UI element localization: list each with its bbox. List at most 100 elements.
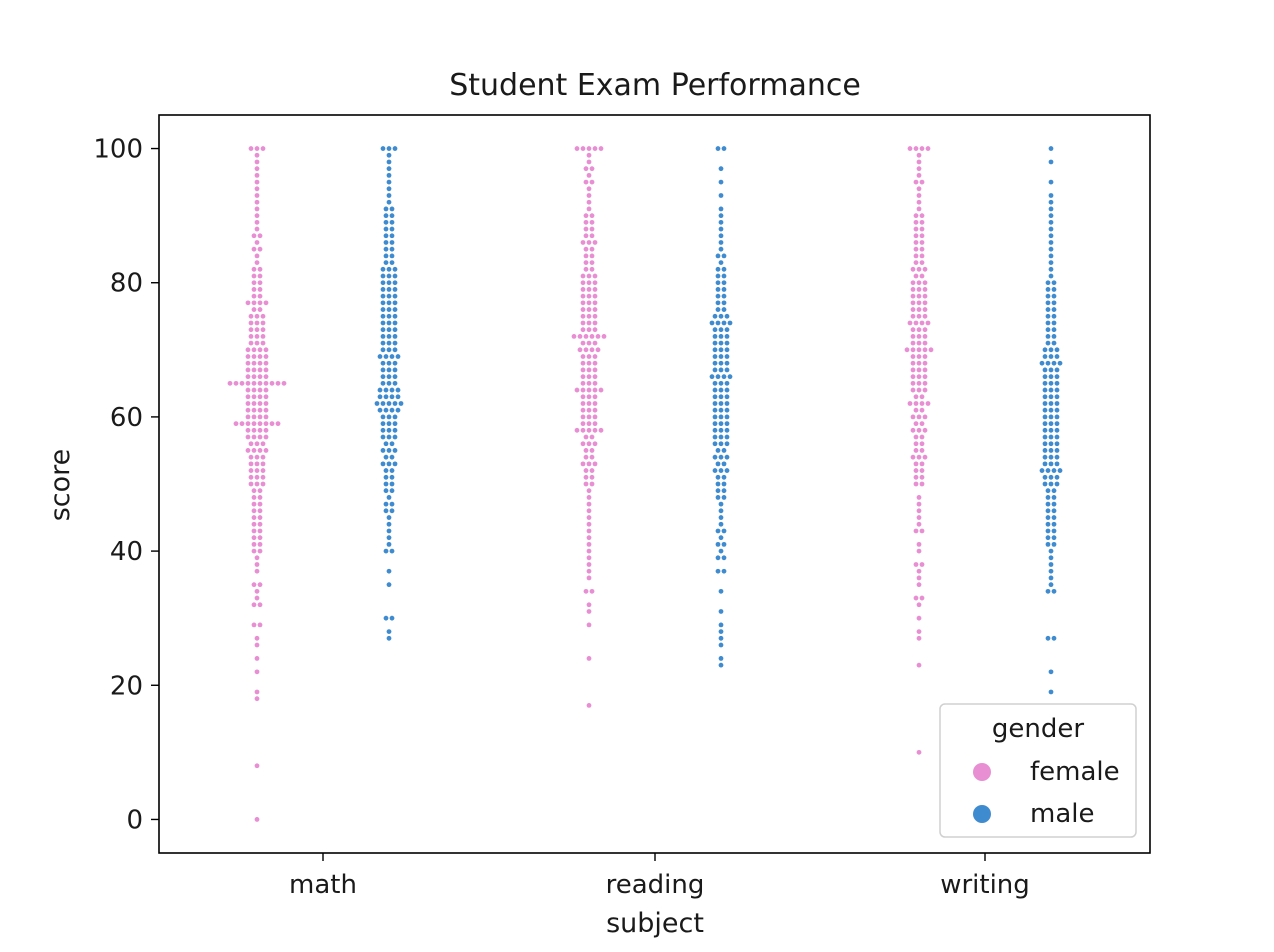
- data-point-male: [724, 387, 730, 393]
- data-point-male: [392, 293, 398, 299]
- data-point-male: [1045, 307, 1051, 312]
- data-point-female: [257, 541, 263, 547]
- data-point-female: [919, 461, 925, 467]
- data-point-male: [389, 260, 395, 265]
- data-point-female: [254, 186, 260, 192]
- data-point-male: [715, 287, 721, 292]
- data-point-male: [1057, 468, 1063, 473]
- data-point-male: [1042, 387, 1048, 393]
- data-point-male: [721, 287, 727, 292]
- data-point-female: [251, 602, 257, 608]
- data-point-female: [254, 199, 260, 205]
- data-point-male: [1054, 347, 1060, 353]
- data-point-female: [910, 347, 916, 353]
- data-point-male: [1048, 246, 1054, 252]
- data-point-female: [916, 367, 922, 373]
- data-point-female: [586, 240, 592, 245]
- data-point-female: [254, 240, 260, 245]
- data-point-female: [257, 280, 263, 286]
- data-point-male: [1048, 253, 1054, 259]
- data-point-female: [257, 414, 263, 420]
- data-point-female: [919, 481, 925, 487]
- data-point-female: [916, 629, 922, 634]
- data-point-male: [712, 394, 718, 400]
- data-point-female: [592, 146, 598, 151]
- data-point-male: [718, 468, 724, 473]
- data-point-female: [580, 293, 586, 299]
- data-point-male: [721, 280, 727, 286]
- data-point-female: [245, 380, 251, 386]
- data-point-female: [254, 595, 260, 601]
- data-point-male: [1048, 669, 1054, 675]
- data-point-female: [580, 367, 586, 373]
- data-point-male: [1048, 548, 1054, 554]
- data-point-male: [715, 481, 721, 487]
- data-point-male: [386, 495, 392, 500]
- data-point-female: [592, 273, 598, 279]
- data-point-male: [1048, 407, 1054, 413]
- data-point-male: [718, 629, 724, 634]
- data-point-male: [718, 240, 724, 245]
- data-point-female: [913, 474, 919, 480]
- data-point-male: [715, 568, 721, 574]
- data-point-female: [577, 347, 583, 353]
- data-point-male: [1057, 360, 1063, 366]
- data-point-female: [916, 313, 922, 319]
- data-point-female: [919, 401, 925, 406]
- data-point-female: [254, 468, 260, 473]
- legend-marker-female: [973, 763, 991, 781]
- data-point-male: [383, 354, 389, 359]
- data-point-male: [724, 360, 730, 366]
- data-point-male: [383, 213, 389, 219]
- data-point-female: [586, 541, 592, 547]
- data-point-female: [245, 347, 251, 353]
- data-point-female: [904, 347, 910, 353]
- data-point-female: [257, 521, 263, 527]
- data-point-female: [916, 206, 922, 212]
- data-point-female: [907, 320, 913, 326]
- data-point-male: [383, 441, 389, 447]
- data-point-male: [712, 454, 718, 460]
- data-point-female: [916, 582, 922, 588]
- data-point-male: [389, 548, 395, 554]
- data-point-male: [724, 401, 730, 406]
- legend-box: [939, 703, 1137, 838]
- data-point-male: [1048, 401, 1054, 406]
- data-point-female: [916, 199, 922, 205]
- data-point-female: [916, 501, 922, 507]
- data-point-female: [592, 441, 598, 447]
- data-point-male: [718, 213, 724, 219]
- data-point-male: [1048, 240, 1054, 245]
- data-point-female: [263, 374, 269, 380]
- data-point-male: [718, 414, 724, 420]
- data-point-female: [910, 313, 916, 319]
- data-point-male: [1042, 380, 1048, 386]
- data-point-male: [386, 568, 392, 574]
- data-point-female: [589, 266, 595, 272]
- data-point-male: [389, 508, 395, 514]
- x-tick-label: writing: [940, 870, 1030, 900]
- y-axis: 0 20 40 60 80 100: [93, 135, 159, 835]
- data-point-male: [1051, 320, 1057, 326]
- data-point-female: [257, 528, 263, 534]
- data-point-male: [718, 226, 724, 232]
- data-point-male: [1048, 582, 1054, 588]
- data-point-female: [916, 602, 922, 608]
- data-point-female: [592, 414, 598, 420]
- data-point-male: [724, 468, 730, 473]
- data-point-female: [592, 240, 598, 245]
- data-point-male: [715, 307, 721, 312]
- data-point-female: [257, 448, 263, 453]
- data-point-female: [260, 474, 266, 480]
- data-point-female: [586, 555, 592, 561]
- data-point-female: [910, 374, 916, 380]
- data-point-female: [919, 253, 925, 259]
- data-point-female: [251, 528, 257, 534]
- data-point-female: [583, 468, 589, 473]
- data-point-male: [1051, 528, 1057, 534]
- data-point-female: [260, 327, 266, 333]
- data-point-female: [916, 541, 922, 547]
- data-point-male: [1048, 179, 1054, 185]
- data-point-female: [245, 394, 251, 400]
